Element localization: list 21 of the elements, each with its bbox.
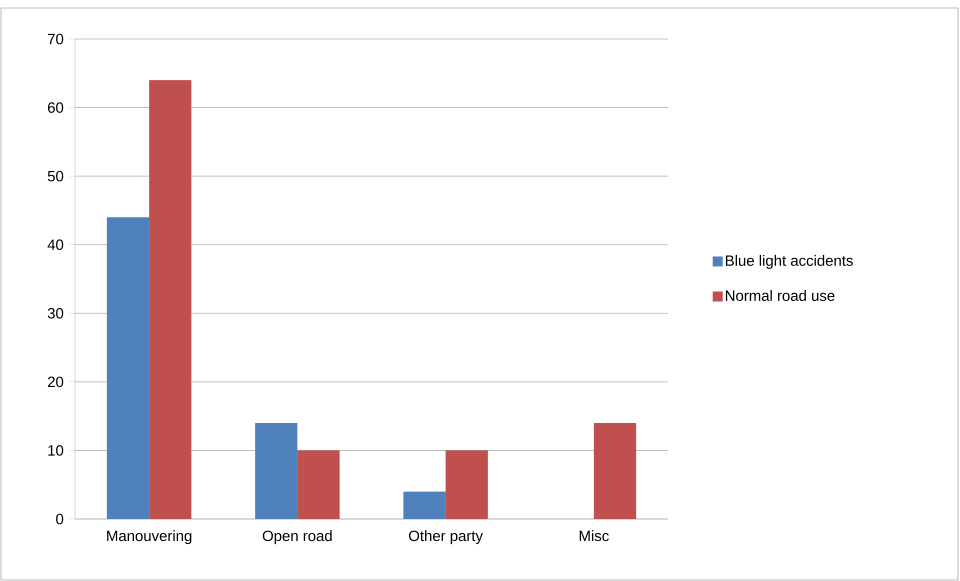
legend-label: Blue light accidents — [726, 254, 853, 269]
y-tick-label: 60 — [48, 102, 64, 113]
y-tick-label: 20 — [48, 376, 64, 388]
bar — [255, 423, 298, 519]
bar — [106, 217, 150, 519]
bar — [149, 80, 192, 519]
y-tick-label: 40 — [48, 239, 64, 250]
y-tick-label: 50 — [48, 170, 64, 182]
x-tick-label: Open road — [262, 530, 332, 544]
bar — [594, 423, 636, 519]
bar — [297, 450, 340, 519]
x-tick-label: Misc — [580, 530, 609, 542]
y-tick-label: 30 — [48, 308, 64, 319]
y-tick-label: 10 — [48, 445, 64, 456]
legend-label: Normal road use — [726, 290, 834, 301]
bar — [446, 450, 488, 519]
y-tick-label: 0 — [56, 514, 64, 524]
y-tick-label: 70 — [48, 34, 64, 44]
x-tick-label: Other party — [408, 530, 483, 544]
bar — [403, 492, 446, 519]
x-tick-label: Manouvering — [107, 530, 192, 544]
